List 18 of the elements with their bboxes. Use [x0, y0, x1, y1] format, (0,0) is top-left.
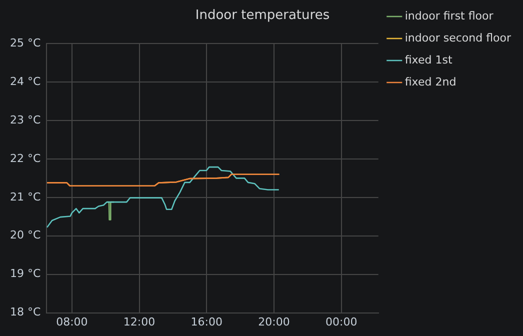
- x-tick-label: 00:00: [325, 315, 358, 328]
- y-tick-label: 19 °C: [10, 267, 41, 280]
- x-tick-label: 12:00: [123, 315, 156, 328]
- legend-label: fixed 1st: [404, 53, 453, 66]
- x-tick-label: 20:00: [258, 315, 290, 328]
- legend-label: fixed 2nd: [404, 75, 456, 88]
- x-tick-label: 08:00: [56, 315, 88, 328]
- y-tick-label: 23 °C: [10, 113, 41, 126]
- y-tick-label: 18 °C: [10, 306, 41, 319]
- y-tick-label: 22 °C: [10, 152, 41, 165]
- y-tick-label: 24 °C: [10, 74, 41, 88]
- x-tick-label: 16:00: [190, 315, 222, 328]
- legend-label: indoor second floor: [404, 31, 512, 44]
- y-tick-label: 21 °C: [10, 190, 41, 204]
- y-tick-label: 25 °C: [10, 36, 41, 50]
- legend-label: indoor first floor: [404, 9, 494, 22]
- chart-title: Indoor temperatures: [195, 8, 330, 24]
- y-tick-label: 20 °C: [10, 228, 41, 242]
